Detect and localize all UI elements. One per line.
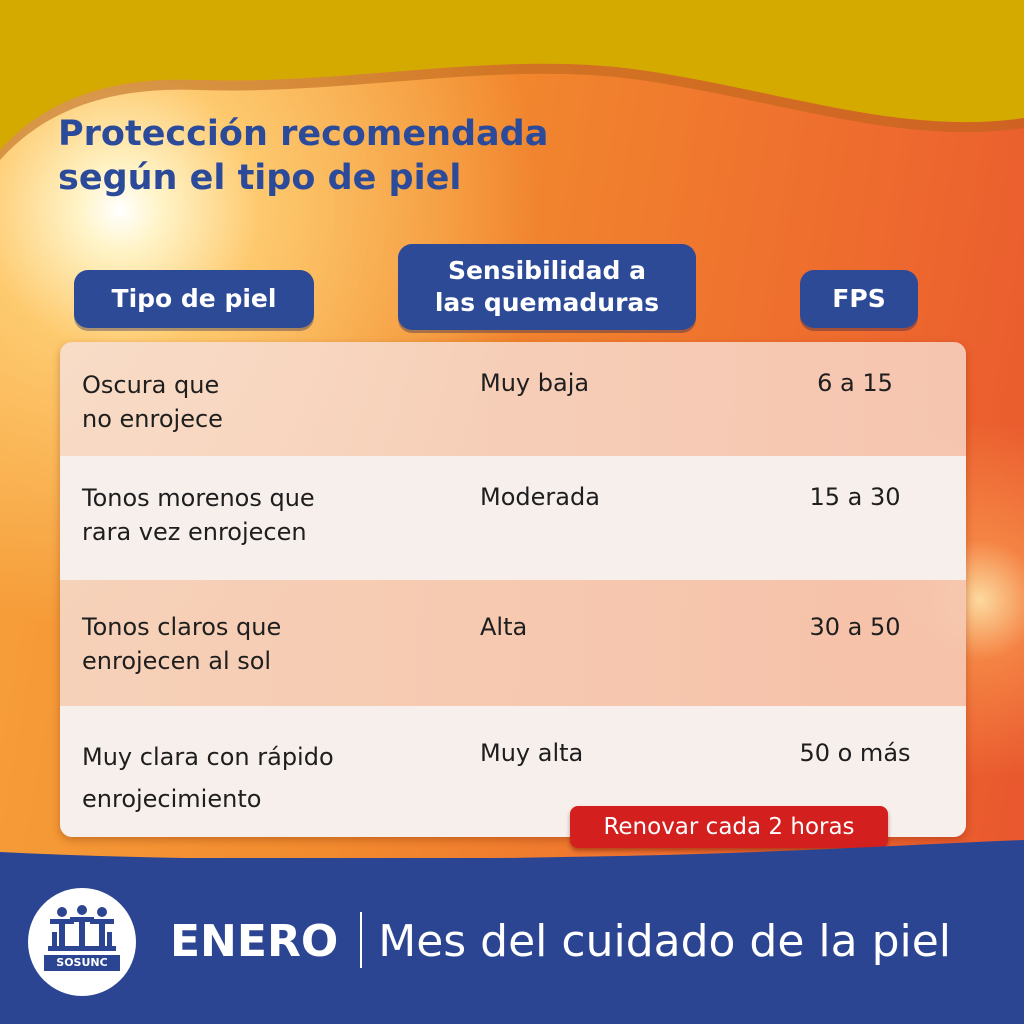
skin-type-cell: Tonos morenos que rara vez enrojecen <box>82 484 315 546</box>
logo-text: SOSUNC <box>44 955 120 971</box>
footer-bar <box>0 858 1024 1024</box>
footer-divider <box>360 912 363 968</box>
table-row: Tonos claros que enrojecen al sol Alta 30… <box>60 580 966 706</box>
header-spf: FPS <box>800 270 918 328</box>
page-title: Protección recomendada según el tipo de … <box>58 114 549 198</box>
footer-month: ENERO <box>170 916 339 967</box>
logo-people-icon <box>48 905 116 951</box>
footer-title: ENERO Mes del cuidado de la piel <box>170 910 951 974</box>
spf-cell: 50 o más <box>799 739 911 767</box>
header-sensitivity: Sensibilidad a las quemaduras <box>398 244 696 330</box>
skin-type-cell: Muy clara con rápido enrojecimiento <box>82 743 334 813</box>
skin-type-cell: Tonos claros que enrojecen al sol <box>82 613 282 675</box>
footer-subtitle: Mes del cuidado de la piel <box>378 916 952 967</box>
top-wave-band <box>0 0 1024 160</box>
skin-type-cell: Oscura que no enrojece <box>82 371 223 433</box>
spf-cell: 30 a 50 <box>809 613 901 641</box>
spf-cell: 6 a 15 <box>817 369 893 397</box>
renew-badge: Renovar cada 2 horas <box>570 806 888 848</box>
sosunc-logo: SOSUNC <box>28 888 136 996</box>
table-row: Muy clara con rápido enrojecimiento Muy a… <box>60 706 966 837</box>
header-skin-type: Tipo de piel <box>74 270 314 328</box>
sensitivity-cell: Muy alta <box>480 739 584 767</box>
sensitivity-cell: Moderada <box>480 483 600 511</box>
footer-wave <box>0 840 1024 870</box>
protection-table: Oscura que no enrojece Muy baja 6 a 15 To… <box>60 342 966 837</box>
sensitivity-cell: Muy baja <box>480 369 590 397</box>
spf-cell: 15 a 30 <box>809 483 901 511</box>
table-row: Oscura que no enrojece Muy baja 6 a 15 <box>60 342 966 456</box>
sensitivity-cell: Alta <box>480 613 528 641</box>
table-row: Tonos morenos que rara vez enrojecen Mode… <box>60 456 966 580</box>
